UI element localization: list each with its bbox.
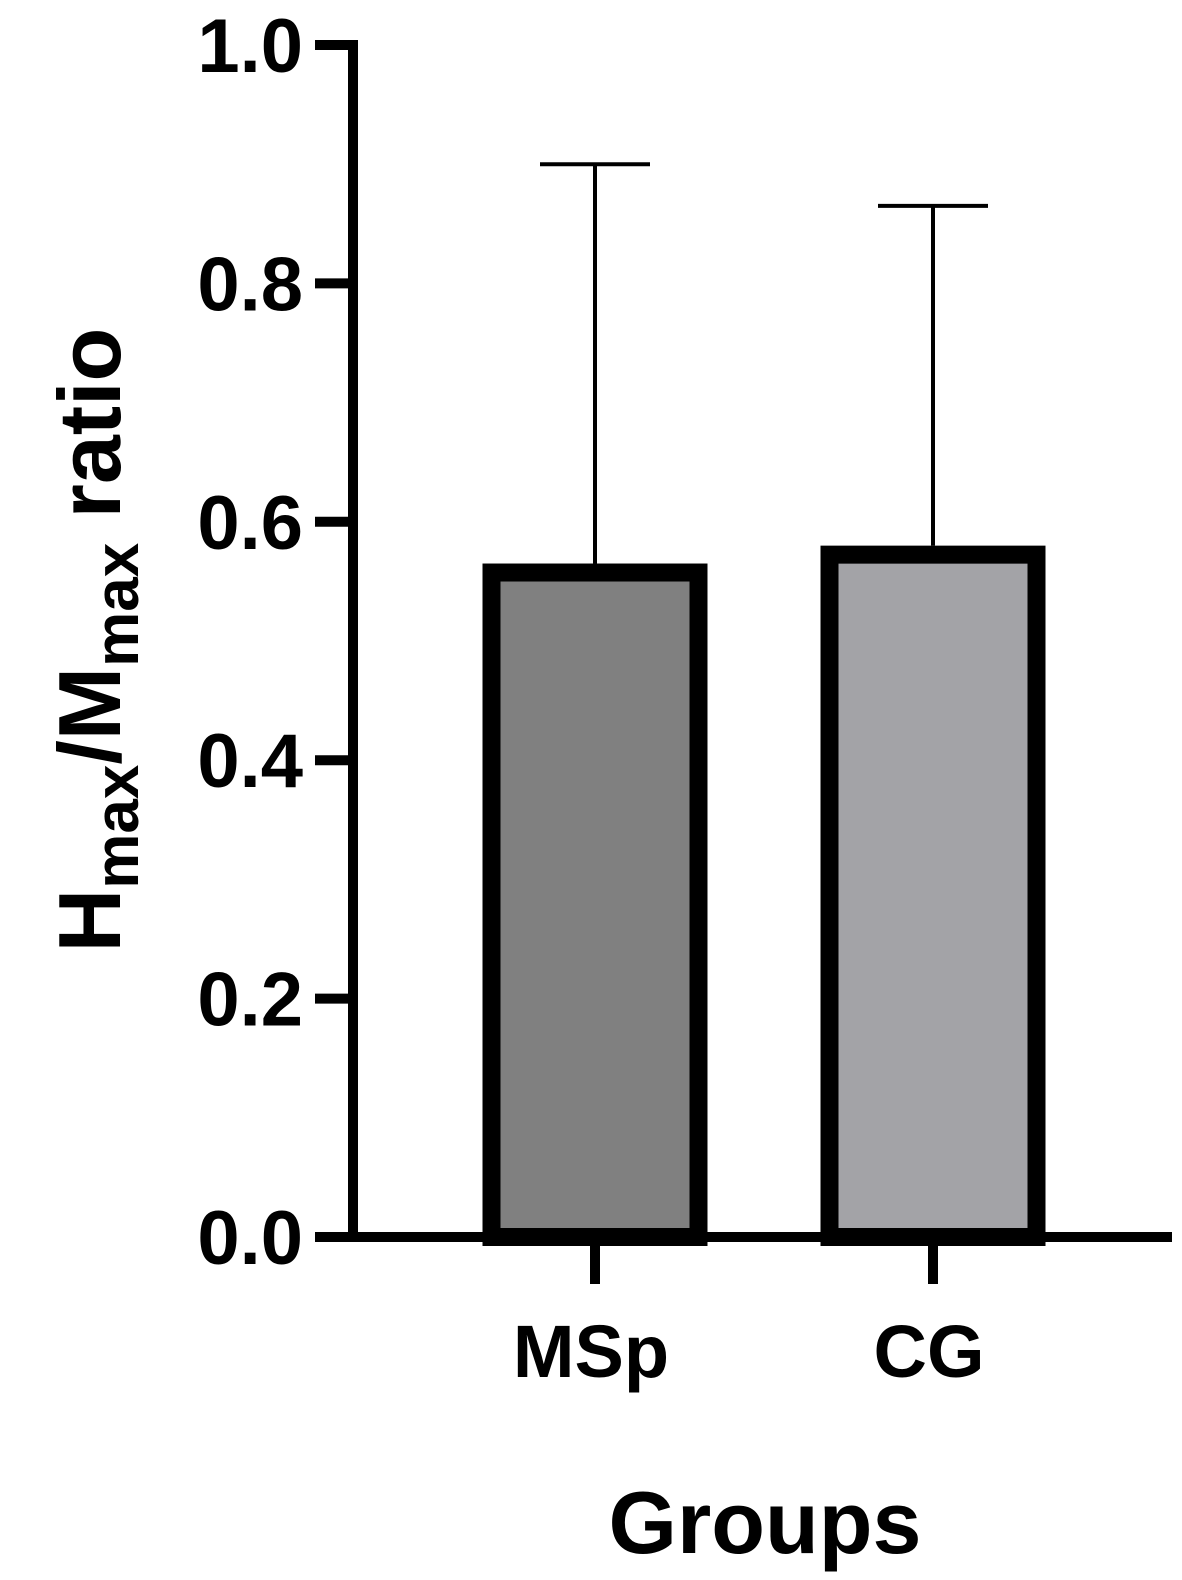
y-axis: 0.0 0.2 0.4 0.6 0.8 1.0 <box>197 4 358 1281</box>
y-tick-label: 0.6 <box>197 481 303 566</box>
x-axis: MSp CG <box>315 1232 1172 1393</box>
y-axis-title-part: ratio <box>40 328 139 543</box>
y-axis-title-subscript: max <box>83 542 152 667</box>
x-tick-label-cg: CG <box>874 1310 985 1393</box>
x-tick-label-msp: MSp <box>513 1310 669 1393</box>
y-tick-label: 0.2 <box>197 958 303 1043</box>
bar-cg <box>820 545 1046 1246</box>
y-axis-title: Hmax/Mmax ratio <box>40 328 152 953</box>
y-tick-label: 0.8 <box>197 242 303 327</box>
bar-msp <box>482 563 708 1246</box>
y-axis-title-part: /M <box>40 667 139 765</box>
y-axis-title-subscript: max <box>83 764 152 889</box>
y-axis-title-part: H <box>40 889 139 953</box>
y-tick-label: 1.0 <box>197 4 303 89</box>
y-tick-label: 0.0 <box>197 1196 303 1281</box>
bars <box>482 162 1046 1246</box>
x-axis-title: Groups <box>609 1473 922 1572</box>
y-tick-label: 0.4 <box>197 719 303 804</box>
